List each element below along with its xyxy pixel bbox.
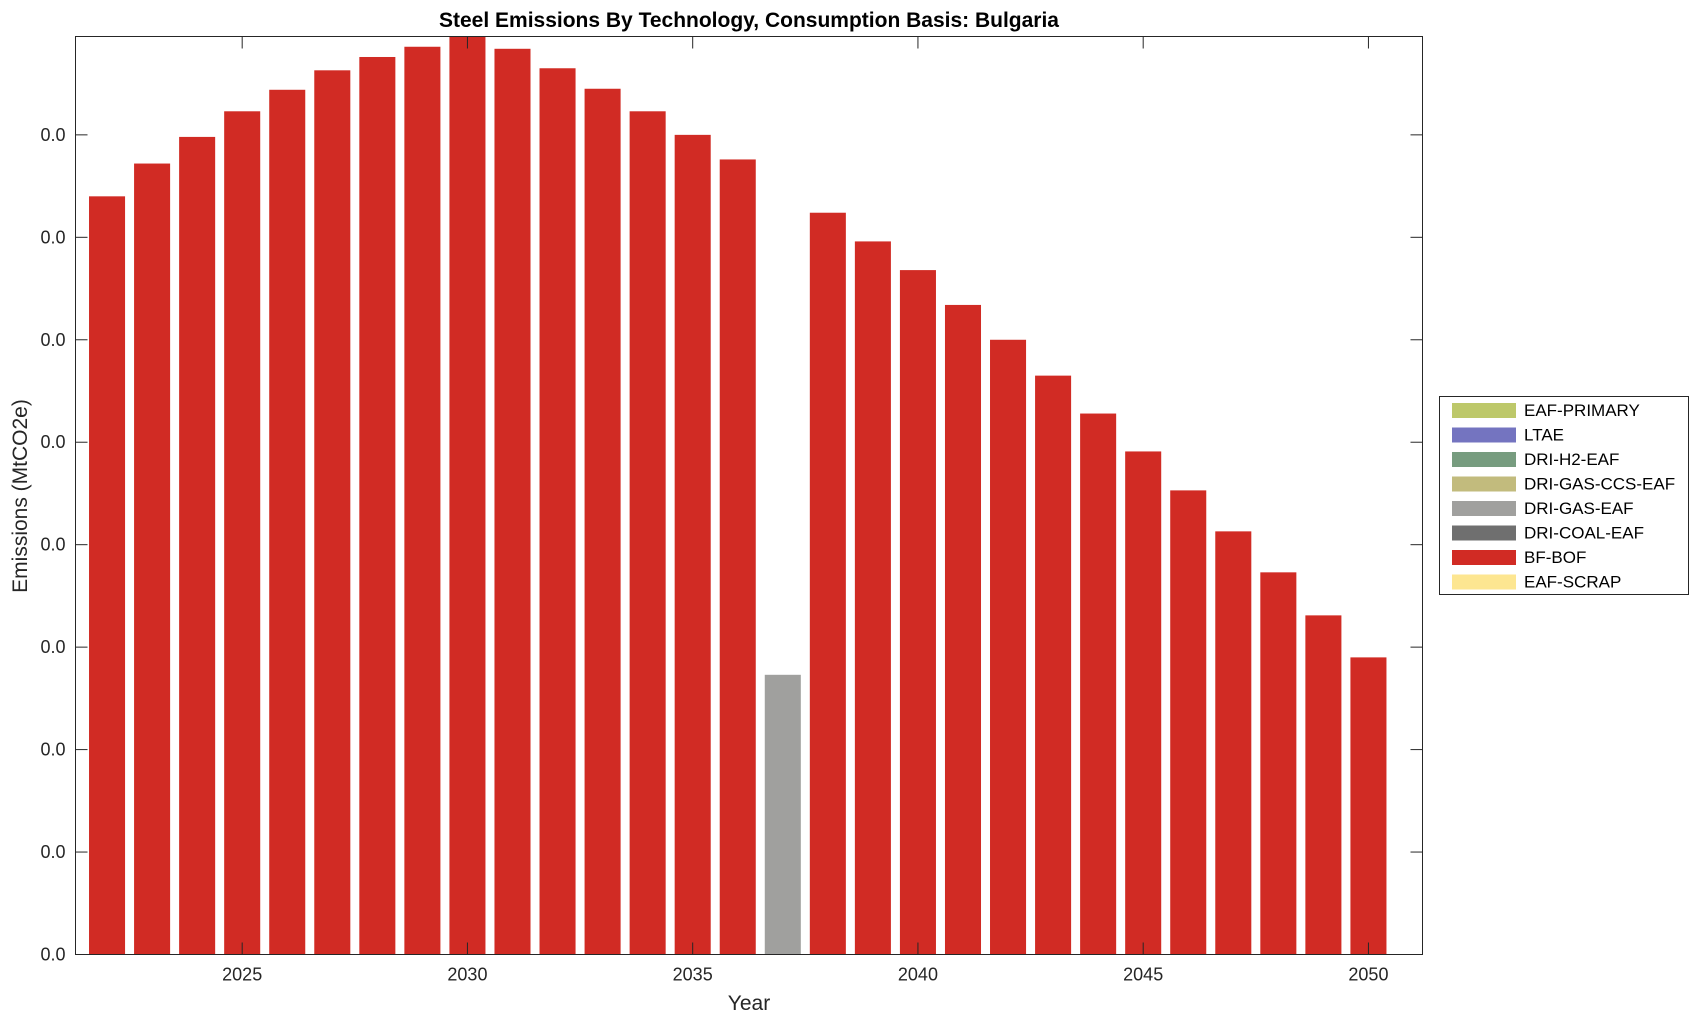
- legend-label: DRI-COAL-EAF: [1524, 524, 1644, 543]
- y-tick-label: 0.0: [40, 535, 65, 555]
- y-tick-label: 0.0: [40, 637, 65, 657]
- y-tick-label: 0.0: [40, 432, 65, 452]
- bar-bf-bof-2038: [809, 212, 846, 955]
- bar-bf-bof-2028: [359, 56, 396, 955]
- legend-swatch: [1452, 501, 1516, 516]
- y-tick-label: 0.0: [40, 125, 65, 145]
- bar-bf-bof-2041: [944, 304, 982, 955]
- bar-bf-bof-2039: [854, 241, 891, 955]
- legend-swatch: [1452, 574, 1516, 590]
- bar-bf-bof-2030: [449, 36, 486, 955]
- legend-label: LTAE: [1524, 426, 1564, 445]
- x-tick-label: 2025: [222, 965, 262, 985]
- y-tick-label: 0.0: [40, 227, 65, 247]
- x-tick-label: 2040: [898, 965, 938, 985]
- legend-swatch: [1452, 427, 1516, 443]
- bar-bf-bof-2024: [179, 136, 216, 955]
- y-axis-label: Emissions (MtCO2e): [9, 399, 32, 593]
- bar-bf-bof-2043: [1035, 375, 1072, 955]
- bar-bf-bof-2045: [1125, 451, 1162, 955]
- plot-frame: [75, 36, 1423, 955]
- bar-bf-bof-2031: [494, 48, 531, 955]
- bar-bf-bof-2047: [1215, 531, 1252, 955]
- bar-bf-bof-2027: [314, 70, 351, 955]
- legend-swatch: [1452, 403, 1516, 418]
- bar-bf-bof-2032: [539, 68, 576, 955]
- legend-swatch: [1452, 476, 1516, 492]
- x-axis-label: Year: [728, 992, 770, 1015]
- bar-bf-bof-2025: [224, 111, 261, 955]
- bar-dri-gas-eaf-2037: [764, 674, 801, 955]
- bar-bf-bof-2023: [134, 163, 171, 955]
- legend: EAF-PRIMARY LTAE DRI-H2-EAF DRI-GAS-CCS-EAF…: [1439, 396, 1689, 595]
- bar-bf-bof-2035: [674, 134, 711, 955]
- x-tick-label: 2050: [1348, 965, 1388, 985]
- bar-bf-bof-2022: [89, 196, 126, 955]
- bar-bf-bof-2029: [404, 46, 441, 955]
- legend-swatch: [1452, 525, 1516, 541]
- bar-bf-bof-2046: [1170, 490, 1207, 955]
- y-tick-label: 0.0: [40, 740, 65, 760]
- y-tick-label: 0.0: [40, 945, 65, 965]
- legend-label: DRI-GAS-CCS-EAF: [1524, 475, 1675, 494]
- legend-label: DRI-GAS-EAF: [1524, 499, 1634, 518]
- legend-label: EAF-SCRAP: [1524, 573, 1621, 592]
- legend-swatch: [1452, 452, 1516, 467]
- bar-bf-bof-2049: [1305, 615, 1342, 955]
- legend-swatch: [1452, 550, 1516, 565]
- legend-label: DRI-H2-EAF: [1524, 450, 1619, 469]
- y-tick-label: 0.0: [40, 842, 65, 862]
- bar-bf-bof-2048: [1260, 572, 1297, 955]
- bar-bf-bof-2044: [1080, 413, 1117, 955]
- bar-bf-bof-2040: [899, 270, 936, 955]
- bars-layer: [89, 36, 1387, 955]
- y-tick-label: 0.0: [40, 330, 65, 350]
- x-tick-label: 2045: [1123, 965, 1163, 985]
- bar-bf-bof-2034: [629, 111, 666, 955]
- bar-bf-bof-2026: [269, 89, 306, 955]
- bar-bf-bof-2042: [990, 339, 1027, 955]
- chart-title: Steel Emissions By Technology, Consumpti…: [439, 9, 1059, 32]
- bar-bf-bof-2050: [1350, 657, 1387, 955]
- legend-label: BF-BOF: [1524, 548, 1586, 567]
- legend-label: EAF-PRIMARY: [1524, 401, 1640, 420]
- bar-bf-bof-2036: [719, 159, 756, 955]
- x-tick-label: 2030: [447, 965, 487, 985]
- ticks-layer: 0.0 0.0 0.0 0.0 0.0 0.0 0.0 0.0 0.0 2025 2030 2035 2…: [40, 36, 1423, 985]
- x-tick-label: 2035: [673, 965, 713, 985]
- legend-items: EAF-PRIMARY LTAE DRI-H2-EAF DRI-GAS-CCS-EAF…: [1452, 401, 1675, 592]
- bar-bf-bof-2033: [584, 88, 621, 955]
